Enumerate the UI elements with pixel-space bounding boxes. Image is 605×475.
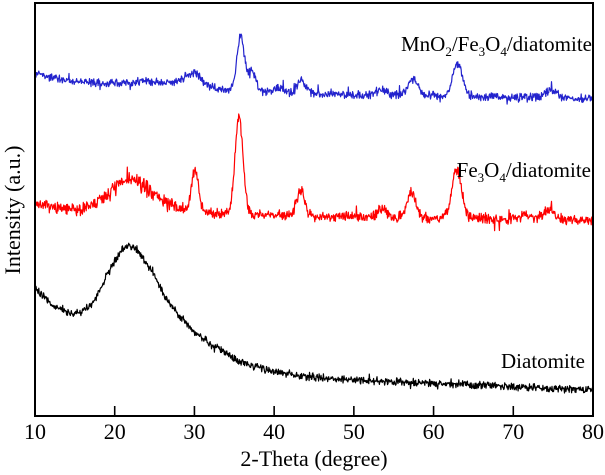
x-tick-label-60: 60 — [422, 419, 445, 444]
y-axis-title: Intensity (a.u.) — [0, 145, 25, 275]
x-tick-label-30: 30 — [183, 419, 206, 444]
x-axis-title: 2-Theta (degree) — [240, 446, 388, 471]
series-label-fe3o4-diatomite: Fe3O4/diatomite — [456, 158, 591, 186]
trace-group — [36, 33, 592, 394]
x-tick-label-50: 50 — [342, 419, 365, 444]
x-tick-label-20: 20 — [103, 419, 126, 444]
x-tick-label-80: 80 — [582, 419, 604, 444]
x-tick-label-70: 70 — [502, 419, 525, 444]
series-label-diatomite: Diatomite — [501, 349, 585, 373]
trace-fe3o4-diatomite — [36, 113, 592, 232]
trace-mno2-fe3o4-diatomite — [36, 33, 592, 105]
x-tick-label-10: 10 — [24, 419, 46, 444]
plot-border — [34, 2, 594, 417]
series-label-mno2-fe3o4-diatomite: MnO2/Fe3O4/diatomite — [400, 32, 592, 60]
x-tick-label-40: 40 — [263, 419, 286, 444]
x-axis-ticks — [113, 406, 515, 415]
trace-diatomite — [36, 242, 592, 394]
